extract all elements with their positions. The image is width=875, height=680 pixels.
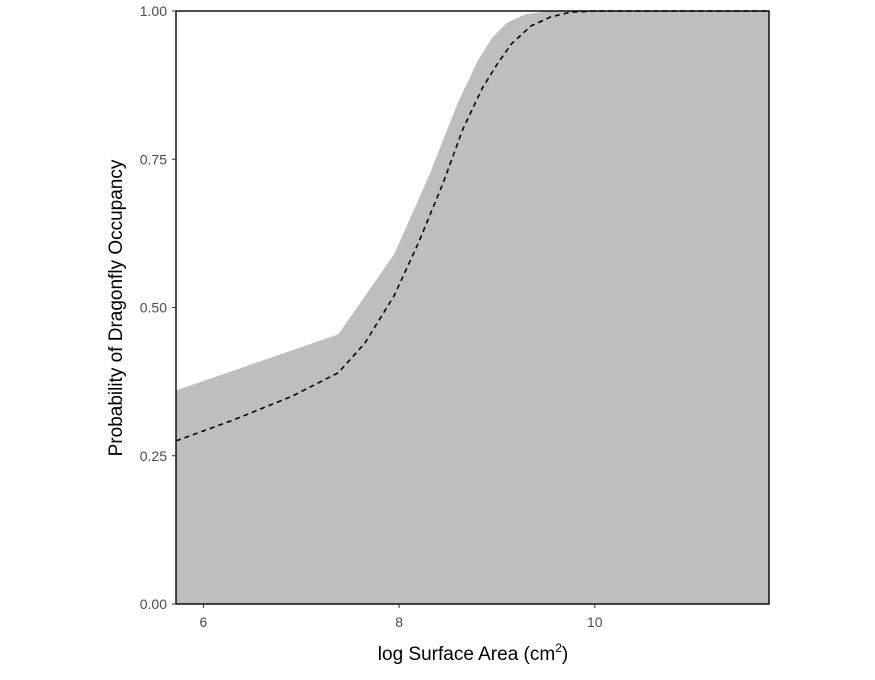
x-axis-title: log Surface Area (cm2) xyxy=(378,641,568,665)
y-tick-label: 0.75 xyxy=(140,151,167,167)
y-tick-label: 1.00 xyxy=(140,3,167,19)
confidence-band xyxy=(176,11,769,604)
fitted-probability-line xyxy=(175,10,769,442)
y-tick-label: 0.25 xyxy=(140,448,167,464)
x-axis: 6 8 10 xyxy=(200,604,603,630)
y-tick-label: 0.50 xyxy=(140,300,167,316)
y-axis: 0.00 0.25 0.50 0.75 1.00 xyxy=(140,3,176,612)
x-tick-label: 8 xyxy=(395,614,403,630)
y-axis-title: Probability of Dragonfly Occupancy xyxy=(106,159,127,456)
x-tick-label: 10 xyxy=(587,614,603,630)
y-tick-label: 0.00 xyxy=(140,596,167,612)
x-tick-label: 6 xyxy=(200,614,208,630)
plot-panel xyxy=(175,10,770,605)
